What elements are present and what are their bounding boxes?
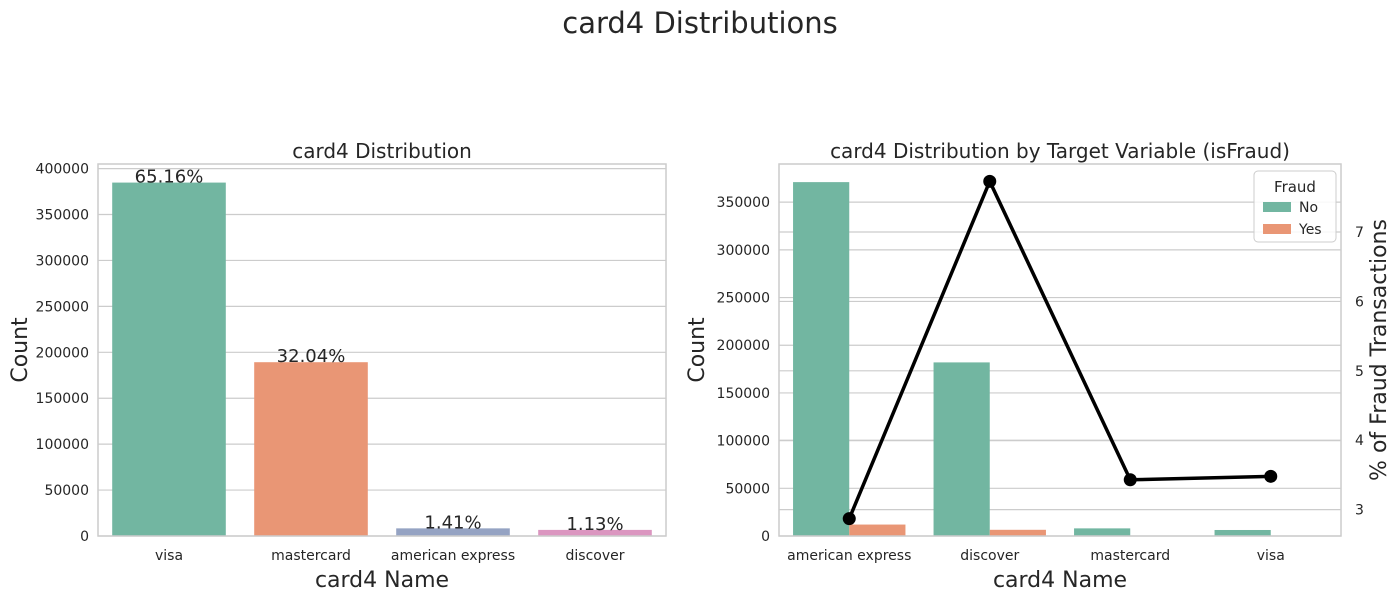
right-y-tick-label: 150000 <box>717 386 770 402</box>
right-x-tick-label: visa <box>1257 548 1285 564</box>
left-bar-american-express <box>396 528 510 536</box>
left-y-tick-label: 300000 <box>36 253 89 269</box>
right-y-axis-label: Count <box>685 317 710 383</box>
left-chart-title: card4 Distribution <box>292 139 472 163</box>
right-y-tick-label: 0 <box>761 529 770 545</box>
left-chart: 0 50000 100000 150000 200000 250000 300000 3500… <box>8 139 667 593</box>
right-y2-tick-label: 3 <box>1355 503 1364 519</box>
right-bar-yes-american-express <box>849 524 906 536</box>
left-axes-frame <box>97 163 667 537</box>
right-x-tick-label: american express <box>787 548 911 564</box>
legend-swatch-yes <box>1263 224 1291 234</box>
fraud-percent-point <box>1123 473 1137 487</box>
fraud-percent-point <box>842 512 856 526</box>
right-chart: 0 50000 100000 150000 200000 250000 300000 3500… <box>685 139 1392 593</box>
right-y2-axis-label: % of Fraud Transactions <box>1367 219 1392 481</box>
right-y2-tick-label: 6 <box>1355 294 1364 310</box>
left-x-tick-label: visa <box>155 548 183 564</box>
right-bar-no-american-express <box>793 182 850 536</box>
right-x-tick-label: discover <box>960 548 1019 564</box>
right-bar-no-discover <box>933 362 990 536</box>
left-bar-label: 1.13% <box>566 514 623 535</box>
left-bar-label: 1.41% <box>424 512 481 533</box>
figure-suptitle: card4 Distributions <box>562 6 838 40</box>
left-x-tick-label: american express <box>391 548 515 564</box>
left-y-tick-label: 200000 <box>36 345 89 361</box>
left-y-tick-label: 250000 <box>36 299 89 315</box>
left-x-axis-label: card4 Name <box>315 568 449 593</box>
left-bar-visa <box>112 182 226 536</box>
left-y-axis-label: Count <box>8 317 33 383</box>
left-bar-mastercard <box>254 362 368 536</box>
left-y-tick-label: 350000 <box>36 208 89 224</box>
left-y-tick-label: 100000 <box>36 437 89 453</box>
right-y-tick-label: 200000 <box>717 338 770 354</box>
right-y2-tick-label: 7 <box>1355 225 1364 241</box>
left-y-tick-label: 150000 <box>36 391 89 407</box>
right-axes-frame <box>778 163 1342 537</box>
right-y2-tick-label: 5 <box>1355 364 1364 380</box>
right-y-tick-label: 250000 <box>717 291 770 307</box>
legend-entry-no: No <box>1299 200 1318 216</box>
legend-swatch-no <box>1263 202 1291 212</box>
right-y-tick-label: 350000 <box>717 195 770 211</box>
right-x-tick-label: mastercard <box>1090 548 1170 564</box>
left-y-tick-label: 400000 <box>36 162 89 178</box>
fraud-percent-point <box>1264 469 1278 483</box>
left-bar-discover <box>538 529 652 536</box>
fraud-percent-line <box>847 177 1271 520</box>
right-x-axis-label: card4 Name <box>993 568 1127 593</box>
left-bar-label: 65.16% <box>135 167 204 188</box>
legend: Fraud No Yes <box>1253 170 1337 243</box>
left-bar-label: 32.04% <box>277 346 346 367</box>
right-bar-no-mastercard <box>1074 528 1131 536</box>
right-bar-yes-discover <box>989 529 1046 536</box>
right-y2-tick-label: 4 <box>1355 433 1364 449</box>
right-y-tick-label: 300000 <box>717 243 770 259</box>
fraud-percent-point <box>983 174 997 188</box>
left-y-tick-label: 50000 <box>44 483 89 499</box>
right-chart-title: card4 Distribution by Target Variable (i… <box>830 139 1290 163</box>
legend-title: Fraud <box>1274 178 1316 196</box>
left-x-tick-label: mastercard <box>271 548 351 564</box>
right-bar-no-visa <box>1214 529 1271 536</box>
legend-entry-yes: Yes <box>1298 222 1322 238</box>
right-y-tick-label: 100000 <box>717 434 770 450</box>
left-x-tick-label: discover <box>566 548 625 564</box>
left-y-tick-label: 0 <box>80 529 89 545</box>
right-y-tick-label: 50000 <box>725 481 770 497</box>
